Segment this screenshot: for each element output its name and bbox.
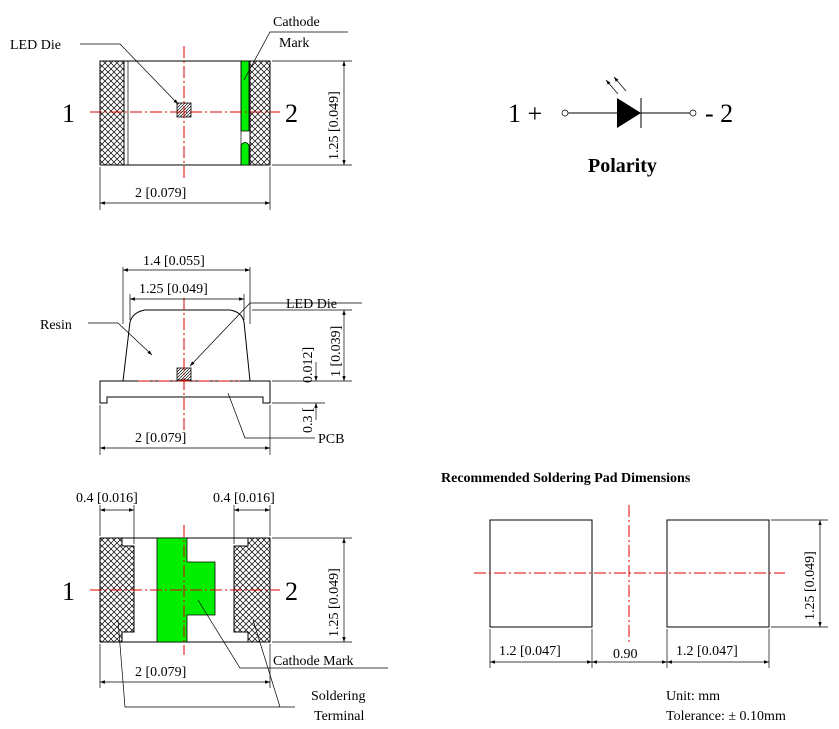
- polarity-symbol: 1 + - 2 Polarity: [508, 76, 733, 177]
- bottom-view-pin2: 2: [285, 577, 298, 606]
- bottom-view: 1 2 0.4 [0.016] 0.4 [0.016] 1.25 [0.049]…: [62, 491, 388, 724]
- bottom-view-height-dim: 1.25 [0.049]: [327, 568, 342, 637]
- top-view-pin1: 1: [62, 99, 75, 128]
- side-view-top-width-dim: 1.4 [0.055]: [143, 254, 205, 269]
- right-pad-width-dim: 1.2 [0.047]: [676, 644, 738, 659]
- top-view-right-terminal: [249, 60, 271, 166]
- diode-triangle-icon: [617, 98, 641, 128]
- pads-unit: Unit: mm: [666, 689, 720, 704]
- bottom-view-right-terminal-dim: 0.4 [0.016]: [213, 491, 275, 506]
- bottom-view-width-dim: 2 [0.079]: [135, 665, 186, 680]
- top-view-cathode-label-1: Cathode: [273, 15, 320, 30]
- bottom-view-soldering-label-2: Terminal: [314, 709, 364, 724]
- top-view-width-dim: 2 [0.079]: [135, 186, 186, 201]
- pads-tolerance: Tolerance: ± 0.10mm: [666, 709, 786, 724]
- side-view-height-small-dim: 0.012]: [301, 347, 316, 383]
- top-view-height-dim: 1.25 [0.049]: [327, 91, 342, 160]
- top-view-left-terminal: [99, 60, 125, 166]
- pad-gap-dim: 0.90: [613, 647, 638, 662]
- side-view-width-dim: 2 [0.079]: [135, 431, 186, 446]
- pads-height-dim: 1.25 [0.049]: [803, 551, 818, 620]
- cathode-mark-green: [240, 60, 250, 132]
- polarity-right: - 2: [705, 99, 733, 128]
- side-view-height-dim: 1 [0.039]: [329, 326, 344, 377]
- bottom-view-left-terminal-dim: 0.4 [0.016]: [76, 491, 138, 506]
- polarity-title: Polarity: [588, 155, 657, 177]
- side-view-resin-label: Resin: [40, 318, 72, 333]
- top-view-cathode-label-2: Mark: [279, 36, 309, 51]
- soldering-pad-view: Recommended Soldering Pad Dimensions 1.2…: [441, 471, 828, 724]
- bottom-view-soldering-label-1: Soldering: [311, 689, 365, 704]
- side-view: 1.4 [0.055] 1.25 [0.049] Resin LED Die P…: [40, 254, 362, 455]
- top-view-led-die-label: LED Die: [10, 38, 61, 53]
- side-view-pcb-label: PCB: [318, 432, 344, 447]
- pads-title: Recommended Soldering Pad Dimensions: [441, 471, 691, 486]
- polarity-left: 1 +: [508, 99, 542, 128]
- side-view-pcb-thickness-dim: 0.3 [: [301, 407, 316, 433]
- top-view-pin2: 2: [285, 99, 298, 128]
- side-view-inner-width-dim: 1.25 [0.049]: [139, 282, 208, 297]
- top-view: 1 2 LED Die Cathode Mark 2 [0.079] 1.25 …: [10, 15, 352, 210]
- side-view-resin: [122, 309, 251, 382]
- bottom-view-pin1: 1: [62, 577, 75, 606]
- bottom-view-cathode-label: Cathode Mark: [273, 654, 353, 669]
- side-view-pcb: [99, 380, 271, 404]
- side-view-led-die-label: LED Die: [286, 297, 337, 312]
- left-pad-width-dim: 1.2 [0.047]: [499, 644, 561, 659]
